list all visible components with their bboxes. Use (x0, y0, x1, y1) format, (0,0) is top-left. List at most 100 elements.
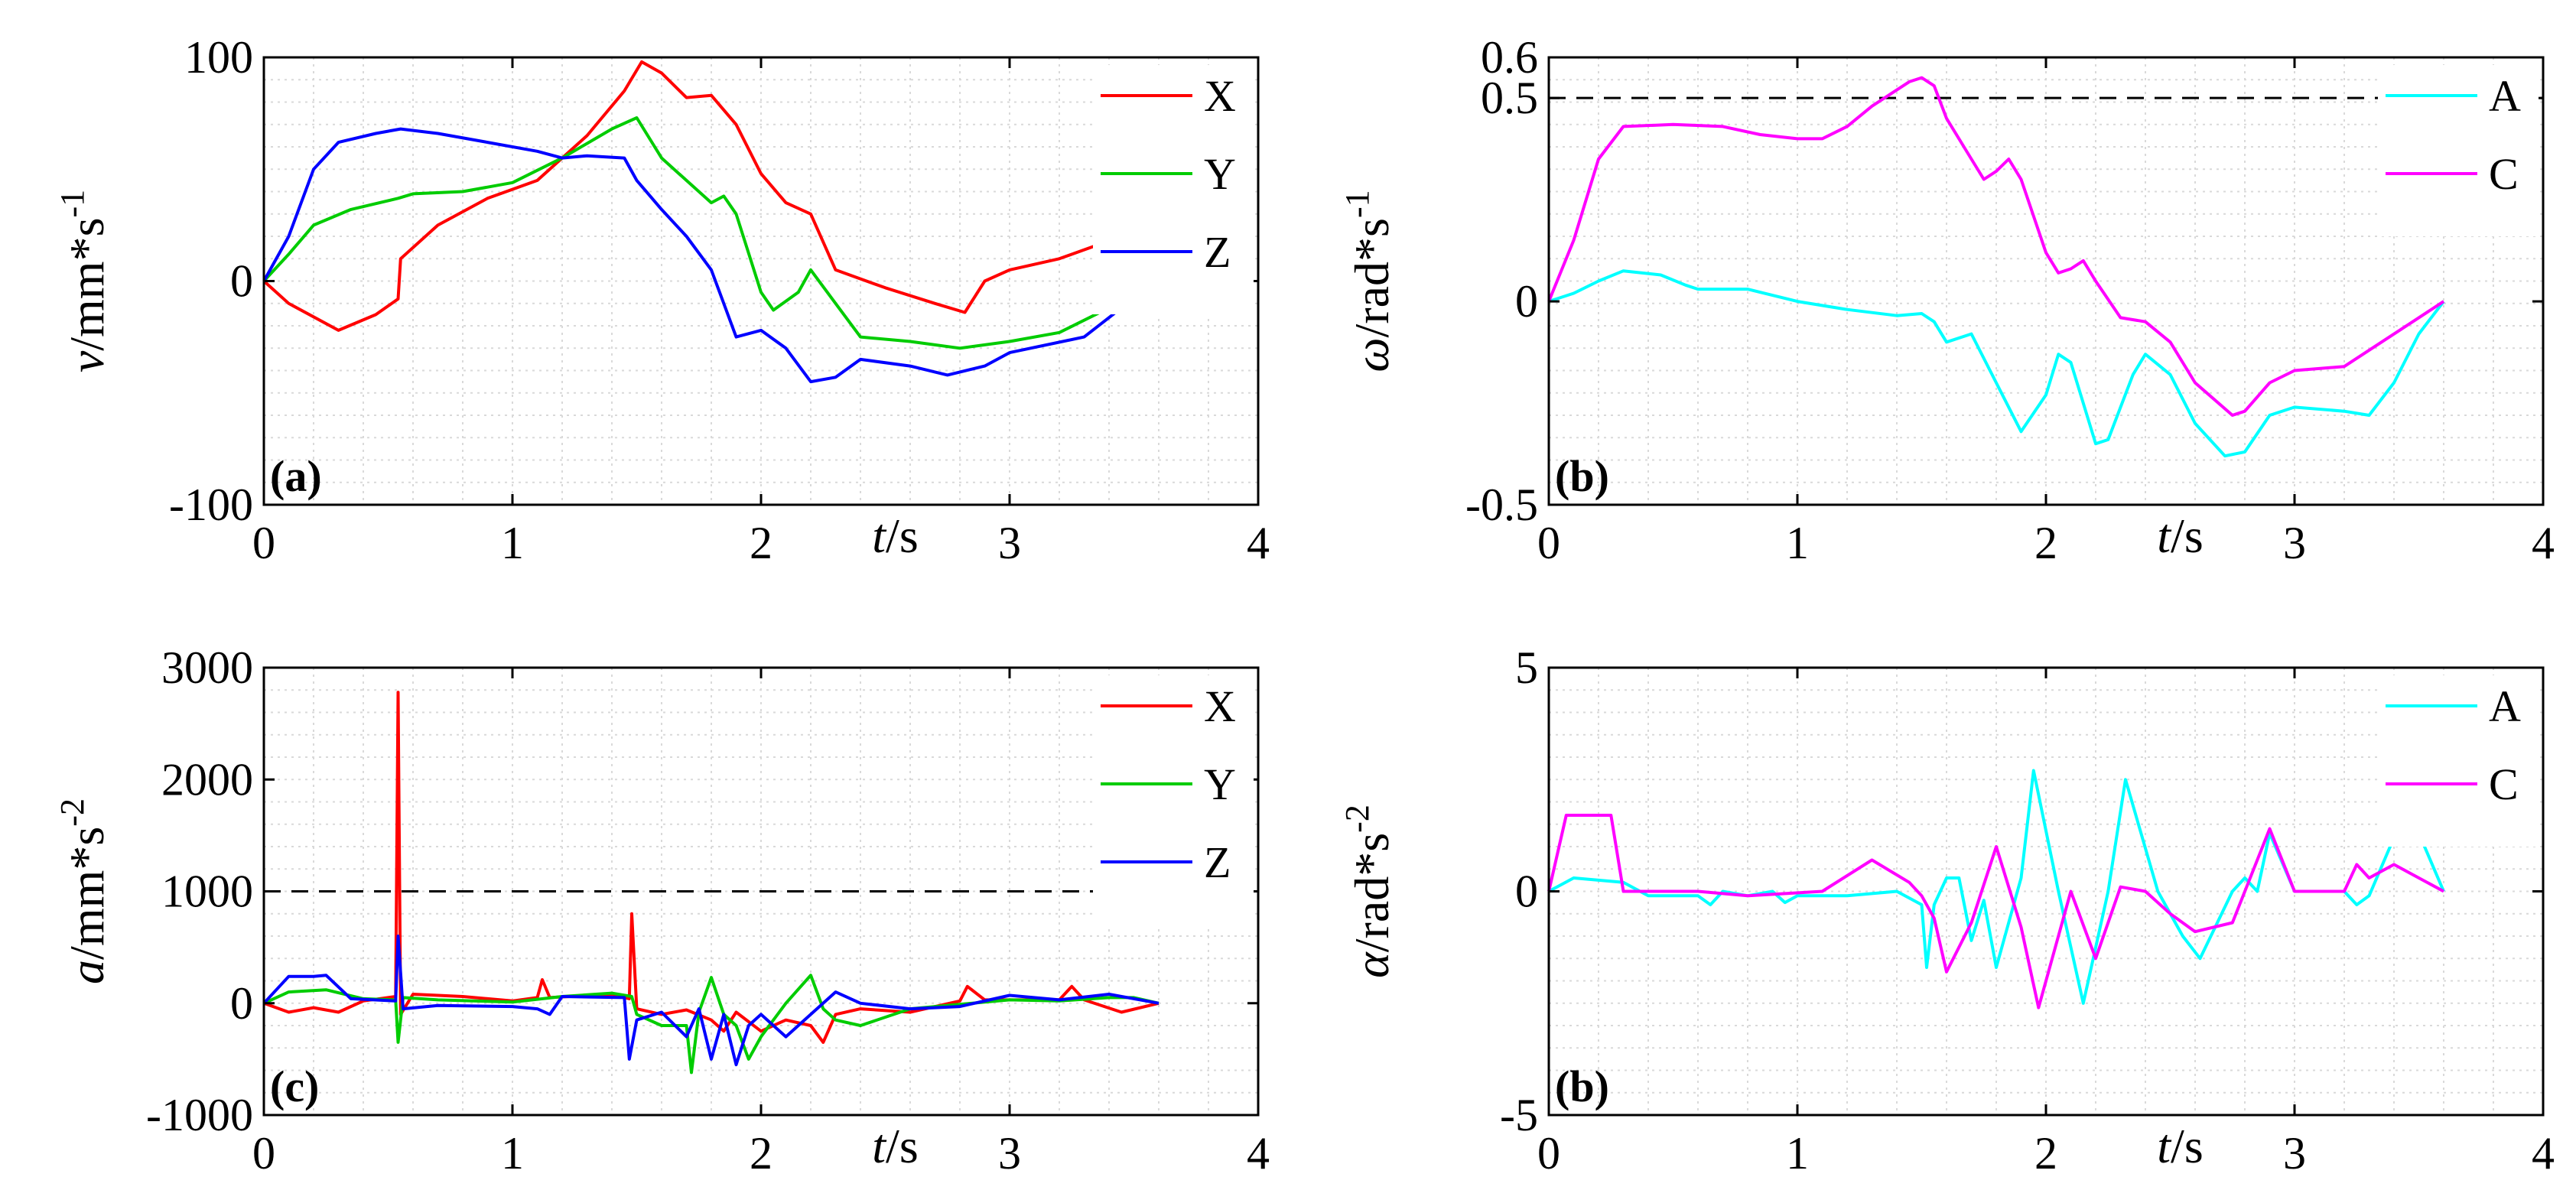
y-axis-symbol: ω (1345, 337, 1399, 372)
y-axis-label: v/mm*s-1 (54, 190, 114, 372)
series-line-Y (262, 116, 1160, 350)
y-axis-symbol: a (60, 960, 114, 984)
x-axis-symbol: t (2157, 509, 2172, 563)
legend-box (1093, 675, 1254, 925)
x-tick-label: 4 (1247, 1128, 1270, 1179)
y-axis-exponent: -2 (54, 798, 91, 827)
legend: AC (2378, 675, 2539, 847)
x-axis-symbol: t (2157, 1119, 2172, 1173)
legend-label-A: A (2489, 681, 2521, 731)
legend-label-C: C (2489, 759, 2519, 809)
y-axis-exponent: -1 (1338, 190, 1376, 218)
legend-label-Y: Y (1204, 149, 1236, 199)
y-tick-label: 0 (1515, 866, 1538, 917)
panel-2: 0 1 2 3 4-0.500.50.6t/sω/rad*s-1(b)AC (1338, 32, 2555, 568)
panel-label: (b) (1555, 451, 1609, 501)
panel-label: (b) (1555, 1062, 1609, 1111)
y-axis-label: ω/rad*s-1 (1338, 190, 1399, 372)
x-tick-label: 2 (2034, 518, 2057, 568)
x-axis-label: t/s (872, 509, 918, 563)
legend-label-X: X (1204, 681, 1236, 731)
x-tick-label: 4 (1247, 518, 1270, 568)
x-tick-label: 2 (2034, 1128, 2057, 1179)
x-tick-label: 2 (750, 1128, 772, 1179)
x-tick-label: 1 (501, 1128, 524, 1179)
y-axis-label: α/rad*s-2 (1338, 805, 1399, 978)
y-axis-unit: /mm*s (60, 218, 114, 351)
series-line-Z (262, 935, 1160, 1067)
grid (1549, 57, 2543, 505)
legend-box (2378, 65, 2539, 236)
y-tick-label: -0.5 (1465, 480, 1538, 530)
x-tick-label: 2 (750, 518, 772, 568)
y-axis-symbol: v (60, 350, 114, 372)
x-tick-label: 3 (998, 518, 1021, 568)
x-tick-label: 4 (2532, 518, 2555, 568)
y-tick-label: 5 (1515, 642, 1538, 693)
x-tick-label: 3 (2283, 1128, 2306, 1179)
y-axis-unit: /mm*s (60, 827, 114, 960)
y-tick-label: 0 (230, 978, 253, 1029)
series-line-X (262, 60, 1160, 332)
x-tick-label: 3 (998, 1128, 1021, 1179)
x-axis-unit: /s (2171, 509, 2204, 563)
legend-label-Z: Z (1204, 837, 1231, 887)
x-tick-label: 0 (252, 518, 275, 568)
legend-box (2378, 675, 2539, 847)
y-tick-label: 100 (184, 32, 253, 83)
y-tick-label: -100 (169, 480, 253, 530)
x-axis-label: t/s (872, 1119, 918, 1173)
series-line-A (1548, 269, 2445, 458)
y-tick-label: 0 (230, 256, 253, 307)
x-axis-symbol: t (872, 1119, 887, 1173)
y-tick-label: -5 (1500, 1090, 1538, 1140)
legend: AC (2378, 65, 2539, 236)
legend-label-A: A (2489, 71, 2521, 121)
x-tick-label: 1 (1786, 1128, 1809, 1179)
y-tick-label: 1000 (161, 866, 253, 917)
y-axis-exponent: -2 (1338, 805, 1376, 833)
y-axis-unit: /rad*s (1345, 218, 1399, 337)
x-tick-label: 3 (2283, 518, 2306, 568)
y-tick-label: 3000 (161, 642, 253, 693)
y-axis-unit: /rad*s (1345, 833, 1399, 952)
x-axis-unit: /s (886, 509, 919, 563)
x-tick-label: 0 (1537, 1128, 1560, 1179)
legend-label-Z: Z (1204, 227, 1231, 277)
legend: XYZ (1093, 65, 1254, 314)
series-line-Z (262, 127, 1160, 384)
series-line-X (263, 691, 1160, 1044)
x-tick-label: 1 (501, 518, 524, 568)
y-axis-exponent: -1 (54, 190, 91, 218)
x-axis-unit: /s (2171, 1119, 2204, 1173)
x-axis-symbol: t (872, 509, 887, 563)
x-axis-unit: /s (886, 1119, 919, 1173)
grid (264, 57, 1258, 505)
panel-label: (a) (270, 451, 322, 501)
legend-box (1093, 65, 1254, 314)
x-tick-label: 0 (1537, 518, 1560, 568)
y-axis-symbol: α (1345, 951, 1399, 978)
legend: XYZ (1093, 675, 1254, 925)
series-line-C (1547, 814, 2444, 1010)
y-tick-label: 0.5 (1481, 73, 1538, 123)
legend-label-Y: Y (1204, 759, 1236, 809)
x-tick-label: 0 (252, 1128, 275, 1179)
y-tick-label: -1000 (146, 1090, 253, 1140)
x-axis-label: t/s (2157, 1119, 2203, 1173)
x-tick-label: 1 (1786, 518, 1809, 568)
y-tick-label: 0 (1515, 276, 1538, 327)
x-axis-label: t/s (2157, 509, 2203, 563)
legend-label-C: C (2489, 149, 2519, 199)
panel-label: (c) (270, 1062, 319, 1111)
x-tick-label: 4 (2532, 1128, 2555, 1179)
y-tick-label: 2000 (161, 754, 253, 805)
legend-label-X: X (1204, 71, 1236, 121)
y-tick-label: 0.6 (1481, 32, 1538, 83)
y-axis-label: a/mm*s-2 (54, 798, 114, 984)
series-line-C (1547, 76, 2445, 417)
